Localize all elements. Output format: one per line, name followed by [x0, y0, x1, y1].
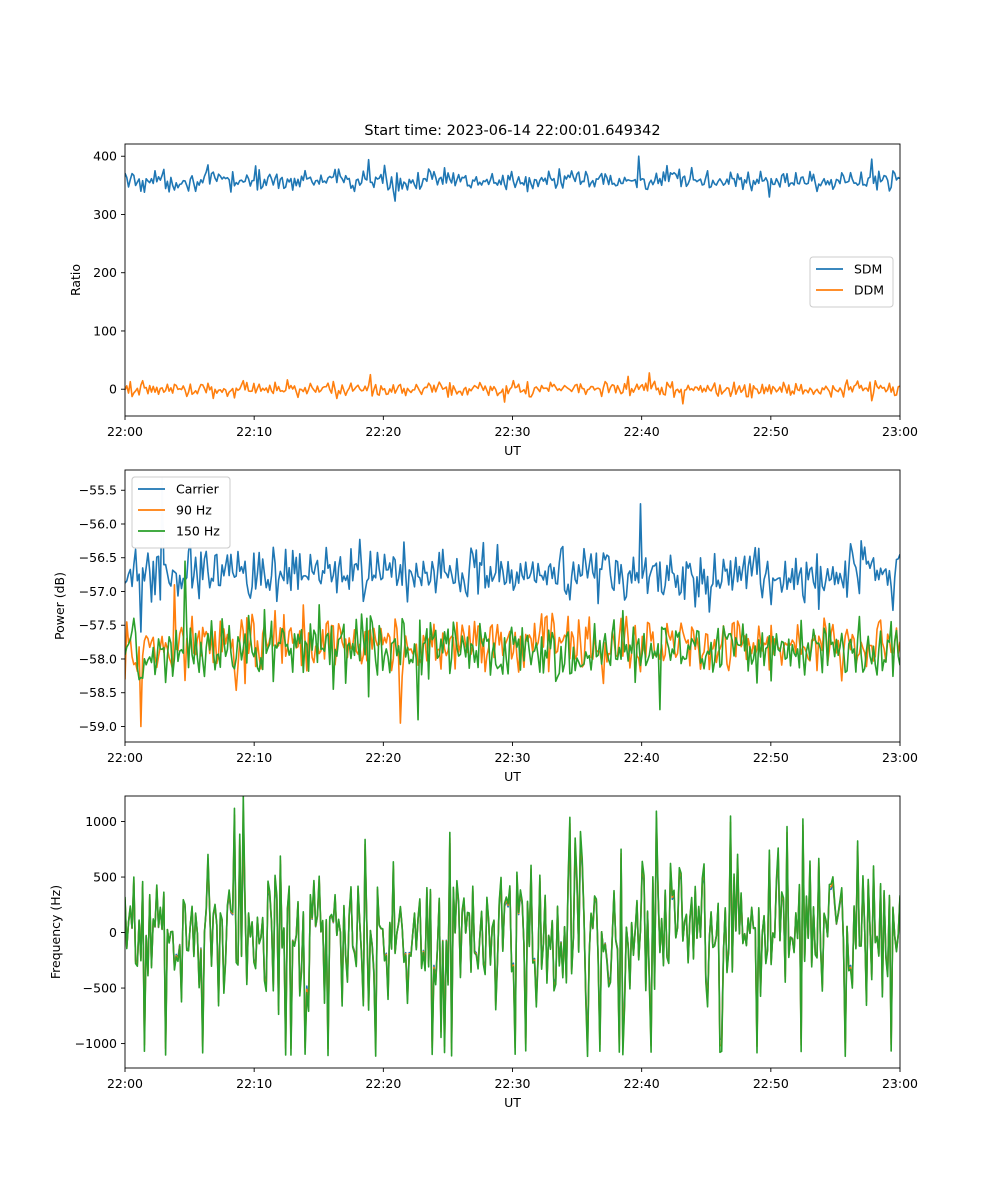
- y-tick-label: −56.5: [79, 550, 117, 565]
- series-line-90-hz: [125, 583, 900, 728]
- x-tick-label: 22:40: [624, 750, 660, 765]
- y-tick-label: −57.5: [79, 618, 117, 633]
- legend-label: DDM: [854, 283, 884, 298]
- x-tick-label: 23:00: [882, 1076, 918, 1091]
- panel-1: 22:00 22:10 22:20 22:30 22:40 22:50 23:00 UT 0 10…: [68, 143, 918, 458]
- x-tick-label: 23:00: [882, 424, 918, 439]
- y-tick-label: −1000: [75, 1036, 117, 1051]
- series-line-carrier: [125, 477, 900, 633]
- legend-label: SDM: [854, 262, 882, 277]
- y-tick-label: 200: [93, 265, 117, 280]
- y-axis-label: Power (dB): [52, 572, 67, 640]
- y-tick-label: 300: [93, 207, 117, 222]
- x-axis-label: UT: [504, 443, 521, 458]
- series-line-150-hz: [125, 560, 900, 721]
- y-tick-label: 100: [93, 323, 117, 338]
- legend-label: 150 Hz: [176, 524, 220, 539]
- x-tick-label: 22:50: [753, 1076, 789, 1091]
- x-tick-label: 22:40: [624, 1076, 660, 1091]
- y-tick-label: −56.0: [79, 516, 117, 531]
- x-tick-label: 22:30: [494, 750, 530, 765]
- y-tick-label: −58.5: [79, 685, 117, 700]
- y-tick-label: 1000: [85, 814, 117, 829]
- y-tick-label: −55.5: [79, 483, 117, 498]
- x-tick-label: 22:40: [624, 424, 660, 439]
- legend-label: Carrier: [176, 482, 220, 497]
- x-axis-label: UT: [504, 1095, 521, 1110]
- x-tick-label: 22:50: [753, 424, 789, 439]
- plot-area: [125, 477, 900, 728]
- series-line-sdm: [125, 155, 900, 202]
- x-tick-label: 22:10: [236, 1076, 272, 1091]
- x-tick-label: 22:20: [365, 1076, 401, 1091]
- y-tick-label: 0: [109, 925, 117, 940]
- y-axis-label: Frequency (Hz): [48, 885, 63, 979]
- y-tick-label: 400: [93, 149, 117, 164]
- plot-area: [125, 155, 900, 405]
- x-tick-label: 22:50: [753, 750, 789, 765]
- x-tick-label: 22:00: [107, 750, 143, 765]
- x-tick-label: 22:30: [494, 424, 530, 439]
- x-tick-label: 22:30: [494, 1076, 530, 1091]
- plot-area: [125, 796, 900, 1058]
- series-line-ddm: [125, 372, 900, 405]
- series-line-150-hz: [125, 796, 900, 1058]
- legend: Carrier 90 Hz 150 Hz: [131, 476, 231, 549]
- y-tick-label: 0: [109, 382, 117, 397]
- x-tick-label: 22:20: [365, 750, 401, 765]
- legend-label: 90 Hz: [176, 503, 212, 518]
- figure-title: Start time: 2023-06-14 22:00:01.649342: [364, 123, 660, 139]
- x-tick-label: 22:10: [236, 750, 272, 765]
- y-axis-label: Ratio: [68, 264, 83, 296]
- x-tick-label: 22:00: [107, 1076, 143, 1091]
- y-tick-label: −59.0: [79, 719, 117, 734]
- x-axis-label: UT: [504, 769, 521, 784]
- x-tick-label: 22:00: [107, 424, 143, 439]
- x-tick-label: 22:10: [236, 424, 272, 439]
- y-tick-label: −58.0: [79, 651, 117, 666]
- panel-3: 22:00 22:10 22:20 22:30 22:40 22:50 23:00 UT −10…: [48, 476, 918, 1110]
- legend: SDM DDM: [809, 256, 894, 308]
- axes-frame: [124, 469, 901, 743]
- x-tick-label: 22:20: [365, 424, 401, 439]
- x-tick-label: 23:00: [882, 750, 918, 765]
- y-tick-label: 500: [93, 870, 117, 885]
- axes-frame: [124, 143, 901, 417]
- y-tick-label: −500: [83, 981, 117, 996]
- y-tick-label: −57.0: [79, 584, 117, 599]
